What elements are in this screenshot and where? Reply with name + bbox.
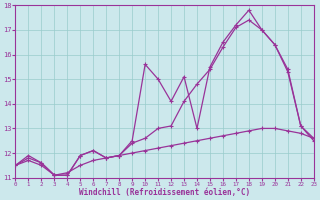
X-axis label: Windchill (Refroidissement éolien,°C): Windchill (Refroidissement éolien,°C) (79, 188, 250, 197)
